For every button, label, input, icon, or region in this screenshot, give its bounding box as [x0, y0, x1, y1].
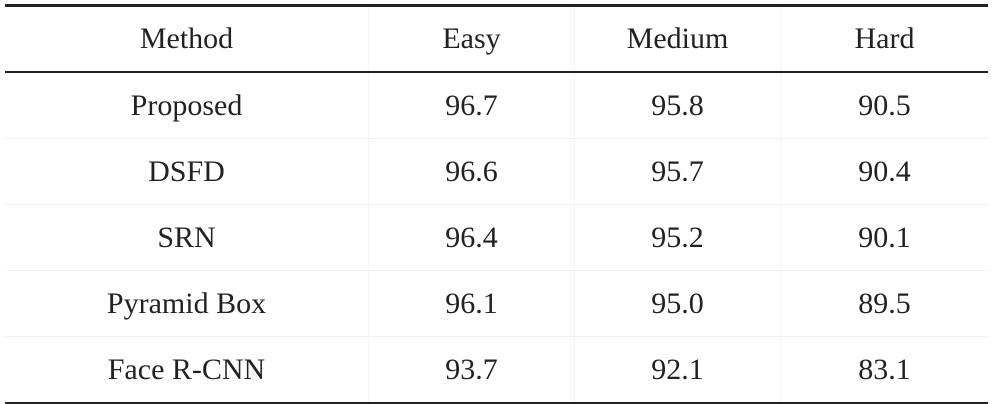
column-header: Hard [780, 5, 988, 72]
table-body: Proposed 96.7 95.8 90.5 DSFD 96.6 95.7 90.4 SRN 9… [5, 72, 988, 404]
score-cell: 93.7 [368, 336, 575, 404]
score-cell: 95.8 [574, 72, 781, 139]
table-row: Face R-CNN 93.7 92.1 83.1 [5, 336, 988, 404]
score-cell: 96.7 [368, 72, 575, 139]
score-cell: 83.1 [780, 336, 988, 404]
method-cell: Face R-CNN [107, 352, 266, 386]
column-header: Easy [368, 5, 575, 72]
score-cell: 89.5 [780, 270, 988, 337]
method-cell: Pyramid Box [106, 286, 267, 320]
score-cell: 96.6 [368, 138, 575, 205]
score-cell: 92.1 [574, 336, 781, 404]
header-row: Method Easy Medium Hard [5, 5, 988, 72]
method-cell: DSFD [148, 154, 225, 188]
column-header: Method [139, 22, 234, 55]
results-table: Method Easy Medium Hard Proposed 96.7 95.8 90.… [5, 4, 988, 404]
table-row: Pyramid Box 96.1 95.0 89.5 [5, 270, 988, 337]
score-cell: 95.7 [574, 138, 781, 205]
score-cell: 96.4 [368, 204, 575, 271]
table-row: DSFD 96.6 95.7 90.4 [5, 138, 988, 205]
table-header: Method Easy Medium Hard [5, 5, 988, 72]
score-cell: 96.1 [368, 270, 575, 337]
score-cell: 90.4 [780, 138, 988, 205]
method-cell: SRN [157, 220, 216, 254]
table-row: Proposed 96.7 95.8 90.5 [5, 72, 988, 139]
method-cell: Proposed [130, 88, 243, 122]
score-cell: 95.0 [574, 270, 781, 337]
score-cell: 90.5 [780, 72, 988, 139]
score-cell: 95.2 [574, 204, 781, 271]
column-header: Medium [574, 5, 781, 72]
score-cell: 90.1 [780, 204, 988, 271]
table-row: SRN 96.4 95.2 90.1 [5, 204, 988, 271]
